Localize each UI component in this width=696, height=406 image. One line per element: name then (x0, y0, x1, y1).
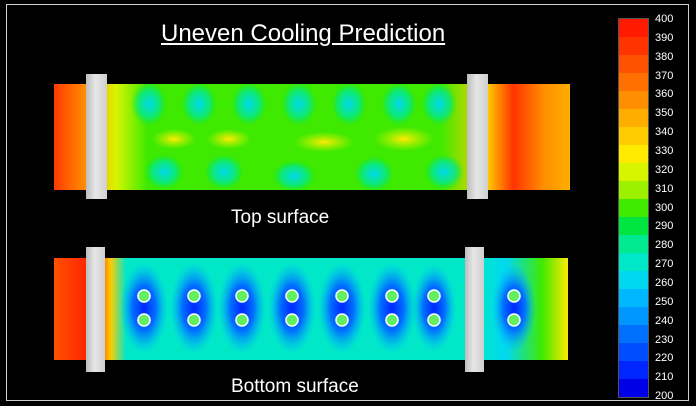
bottom-right-support (465, 247, 484, 372)
scale-tick-label: 250 (655, 295, 674, 308)
temperature-scale-ticks: 400 390 380 370 360 350 340 330 320 310 300 290 280 2… (655, 14, 691, 404)
scale-tick-label: 230 (655, 333, 674, 346)
color-bar-segment (619, 379, 648, 397)
scale-tick-label: 330 (655, 145, 674, 157)
top-surface-plot (54, 84, 570, 190)
color-bar-segment (619, 19, 648, 38)
color-bar-segment (619, 199, 648, 218)
top-surface-label: Top surface (231, 207, 330, 228)
scale-tick-label: 360 (655, 88, 674, 101)
scale-tick-label: 280 (655, 239, 674, 252)
color-bar-segment (619, 325, 648, 344)
temperature-color-bar (618, 18, 649, 398)
scale-tick-label: 310 (655, 182, 674, 195)
bottom-nozzle-markers (137, 289, 521, 327)
color-bar-segment (619, 253, 648, 272)
color-bar-segment (619, 127, 648, 146)
scale-tick-label: 380 (655, 50, 674, 63)
color-bar-segment (619, 145, 648, 164)
scale-tick-label: 400 (655, 13, 674, 25)
scale-tick-label: 270 (655, 258, 674, 271)
scale-tick-label: 260 (655, 276, 674, 289)
scale-tick-label: 390 (655, 31, 674, 44)
color-bar-segment (619, 55, 648, 74)
color-bar-segment (619, 289, 648, 308)
color-bar-segment (619, 361, 648, 380)
color-bar-segment (619, 163, 648, 182)
color-bar-segment (619, 109, 648, 128)
scale-tick-label: 210 (655, 371, 674, 384)
color-bar-segment (619, 181, 648, 200)
scale-tick-label: 350 (655, 107, 674, 120)
color-bar-segment (619, 217, 648, 236)
figure-border (6, 4, 689, 401)
bottom-surface-contour (54, 258, 568, 360)
bottom-left-support (86, 247, 105, 372)
bottom-surface-label: Bottom surface (231, 376, 359, 397)
bottom-cool-zones (120, 262, 536, 354)
color-bar-segment (619, 271, 648, 290)
top-right-support (467, 74, 488, 199)
scale-tick-label: 320 (655, 163, 674, 176)
bottom-surface-plot (54, 258, 568, 360)
color-bar-segment (619, 73, 648, 92)
color-bar-segment (619, 235, 648, 254)
scale-tick-label: 200 (655, 390, 674, 402)
color-bar-segment (619, 307, 648, 326)
scale-tick-label: 370 (655, 69, 674, 82)
color-bar-segment (619, 343, 648, 362)
color-bar-segment (619, 37, 648, 56)
scale-tick-label: 290 (655, 220, 674, 233)
figure-title: Uneven Cooling Prediction (161, 20, 446, 47)
scale-tick-label: 240 (655, 314, 674, 327)
scale-tick-label: 300 (655, 201, 674, 214)
top-warm-spots (152, 127, 434, 152)
top-surface-contour (54, 84, 570, 190)
color-bar-segment (619, 91, 648, 110)
scale-tick-label: 220 (655, 352, 674, 365)
top-left-support (86, 74, 107, 199)
scale-tick-label: 340 (655, 126, 674, 139)
top-cool-spots (131, 84, 464, 190)
